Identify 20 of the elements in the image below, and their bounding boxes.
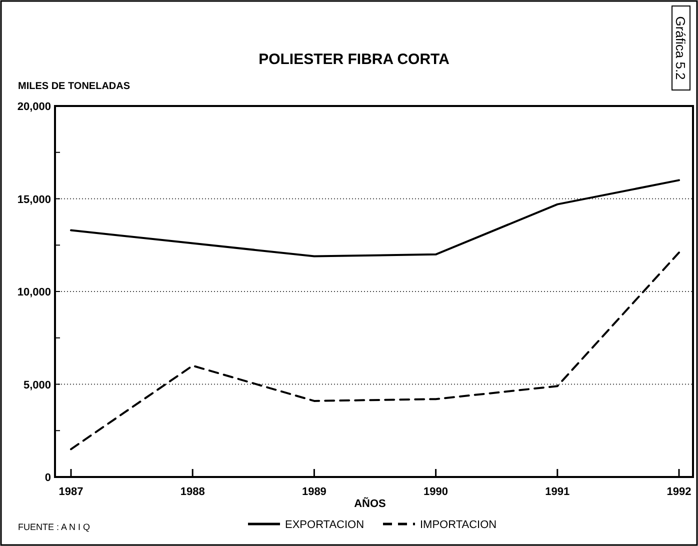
x-axis-title: AÑOS — [354, 497, 386, 510]
x-tick-label: 1987 — [58, 486, 84, 498]
text: Gráfica 5.2 — [673, 16, 688, 80]
x-tick-label: 1988 — [180, 486, 205, 498]
chart-title: POLIESTER FIBRA CORTA — [258, 51, 450, 68]
legend-label: EXPORTACION — [285, 519, 364, 531]
legend-label: IMPORTACION — [420, 519, 497, 531]
line-series — [70, 252, 680, 450]
x-tick-label: 1989 — [302, 486, 326, 498]
y-tick-label: 10,000 — [17, 286, 51, 298]
x-tick-label: 1990 — [424, 486, 448, 498]
x-tick-label: 1991 — [545, 486, 570, 498]
y-tick-label: 5,000 — [23, 379, 51, 392]
x-tick-label: 1992 — [666, 486, 692, 498]
y-tick-label: 0 — [44, 472, 51, 484]
source-note: FUENTE : A N I Q — [18, 522, 90, 532]
y-axis-title: MILES DE TONELADAS — [18, 81, 130, 92]
y-tick-label: 20,000 — [17, 101, 51, 113]
line-series — [70, 179, 680, 258]
y-tick-label: 15,000 — [17, 194, 51, 206]
